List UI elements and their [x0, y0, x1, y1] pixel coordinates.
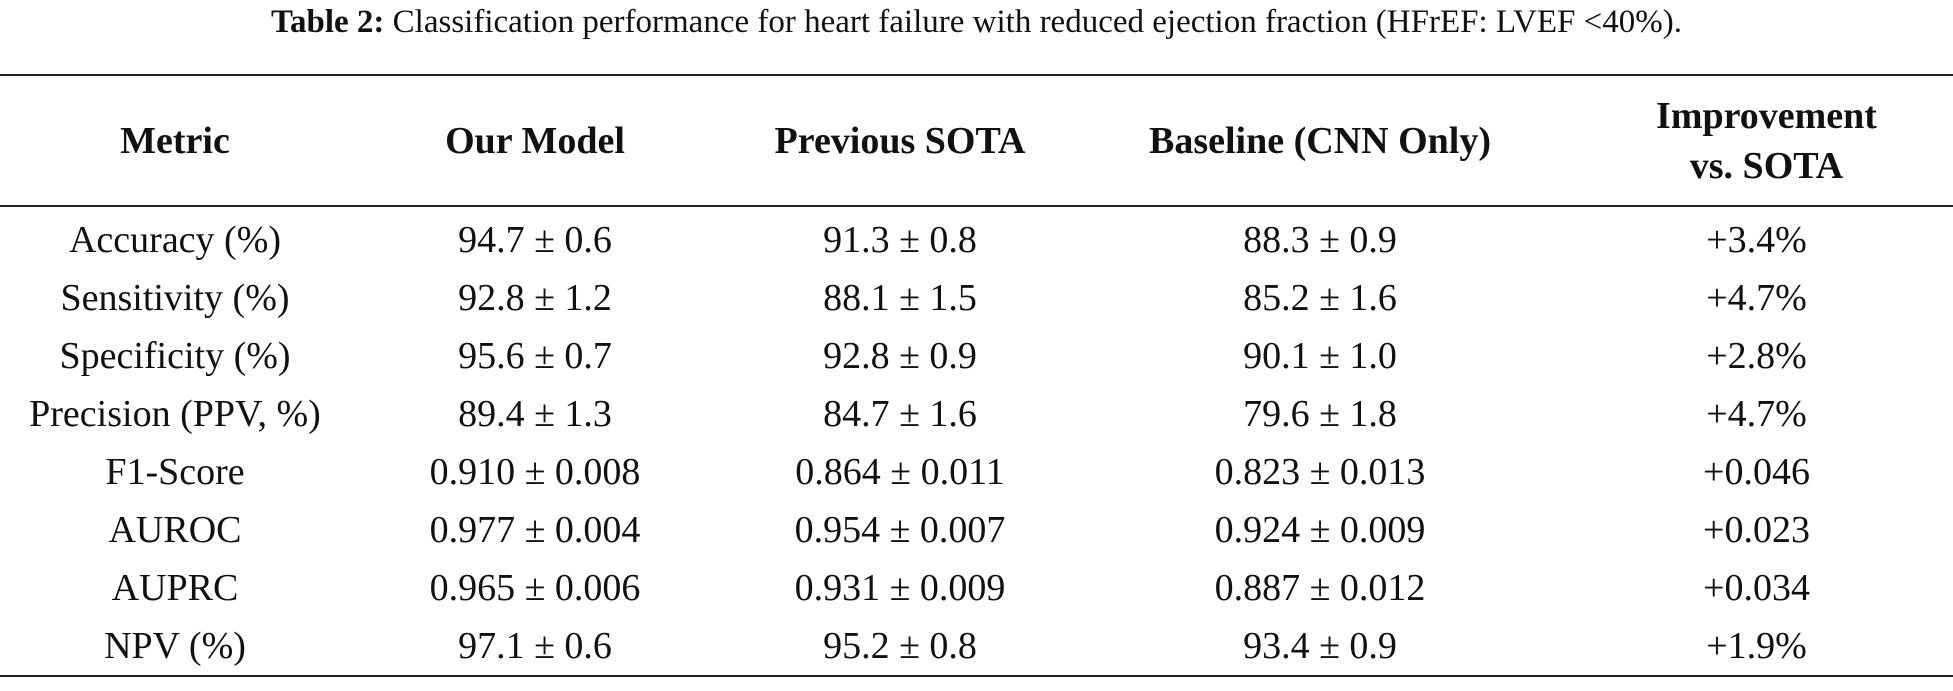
cell-previous-sota: 95.2 ± 0.8 [720, 617, 1080, 677]
cell-our-model: 97.1 ± 0.6 [350, 617, 720, 677]
table-body: Accuracy (%) 94.7 ± 0.6 91.3 ± 0.8 88.3 ± 0… [0, 206, 1953, 677]
header-row: Metric Our Model Previous SOTA Baseline … [0, 74, 1953, 207]
cell-baseline: 0.823 ± 0.013 [1214, 451, 1426, 493]
cell-baseline: 0.887 ± 0.012 [1214, 567, 1426, 609]
header-our-model: Our Model [350, 74, 720, 207]
cell-baseline: 85.2 ± 1.6 [1243, 277, 1397, 319]
cell-metric: NPV (%) [0, 617, 350, 677]
cell-previous-sota: 0.931 ± 0.009 [794, 567, 1006, 609]
table-caption-text: Classification performance for heart fai… [392, 4, 1682, 40]
cell-baseline: 79.6 ± 1.8 [1243, 393, 1397, 435]
cell-previous-sota: 91.3 ± 0.8 [823, 219, 977, 261]
cell-metric: AUROC [108, 509, 242, 551]
table-row: AUROC 0.977 ± 0.004 0.954 ± 0.007 0.924 ± 0… [0, 501, 1953, 559]
cell-previous-sota: 0.954 ± 0.007 [794, 509, 1006, 551]
table-row: AUPRC 0.965 ± 0.006 0.931 ± 0.009 0.887 ± 0… [0, 559, 1953, 617]
cell-our-model: 0.977 ± 0.004 [429, 509, 641, 551]
cell-previous-sota: 92.8 ± 0.9 [823, 335, 977, 377]
header-baseline-text: Baseline (CNN Only) [1149, 119, 1491, 162]
cell-improvement: +0.023 [1703, 509, 1810, 551]
table-row: NPV (%) 97.1 ± 0.6 95.2 ± 0.8 93.4 ± 0.9 +1.… [0, 617, 1953, 677]
cell-baseline: 88.3 ± 0.9 [1243, 219, 1397, 261]
header-improvement-line2: vs. SOTA [1689, 144, 1844, 187]
cell-our-model: 92.8 ± 1.2 [458, 277, 612, 319]
cell-improvement: +1.9% [1560, 617, 1953, 677]
table-caption-label: Table 2: [271, 4, 385, 40]
table-row: Accuracy (%) 94.7 ± 0.6 91.3 ± 0.8 88.3 ± 0… [0, 206, 1953, 269]
header-baseline: Baseline (CNN Only) [1080, 74, 1560, 207]
cell-previous-sota: 88.1 ± 1.5 [823, 277, 977, 319]
cell-our-model: 0.910 ± 0.008 [429, 451, 641, 493]
table-row: Sensitivity (%) 92.8 ± 1.2 88.1 ± 1.5 85.2 … [0, 269, 1953, 327]
cell-our-model: 0.965 ± 0.006 [429, 567, 641, 609]
cell-improvement: +4.7% [1706, 277, 1807, 319]
cell-metric: AUPRC [111, 567, 239, 609]
cell-metric: Accuracy (%) [68, 219, 282, 261]
table-header: Metric Our Model Previous SOTA Baseline … [0, 74, 1953, 207]
cell-metric: Specificity (%) [59, 335, 291, 377]
header-improvement: Improvement vs. SOTA [1560, 74, 1953, 207]
header-previous-sota: Previous SOTA [720, 74, 1080, 207]
table-row: Precision (PPV, %) 89.4 ± 1.3 84.7 ± 1.6 79… [0, 385, 1953, 443]
cell-metric: Sensitivity (%) [60, 277, 290, 319]
cell-baseline: 90.1 ± 1.0 [1243, 335, 1397, 377]
cell-previous-sota: 84.7 ± 1.6 [823, 393, 977, 435]
cell-our-model: 94.7 ± 0.6 [458, 219, 612, 261]
table-caption: Table 2: Classification performance for … [0, 0, 1953, 50]
cell-baseline: 93.4 ± 0.9 [1080, 617, 1560, 677]
cell-metric: Precision (PPV, %) [29, 393, 321, 435]
cell-improvement: +3.4% [1706, 219, 1807, 261]
cell-improvement: +2.8% [1706, 335, 1807, 377]
cell-improvement: +4.7% [1706, 393, 1807, 435]
cell-our-model: 95.6 ± 0.7 [458, 335, 612, 377]
header-metric: Metric [0, 74, 350, 207]
cell-our-model: 89.4 ± 1.3 [458, 393, 612, 435]
cell-improvement: +0.034 [1703, 567, 1810, 609]
header-improvement-line1: Improvement [1656, 94, 1877, 137]
header-previous-sota-text: Previous SOTA [774, 119, 1026, 162]
cell-previous-sota: 0.864 ± 0.011 [795, 451, 1005, 493]
cell-baseline: 0.924 ± 0.009 [1214, 509, 1426, 551]
cell-metric: F1-Score [105, 451, 245, 493]
table-row: Specificity (%) 95.6 ± 0.7 92.8 ± 0.9 90.1 … [0, 327, 1953, 385]
header-metric-text: Metric [120, 119, 230, 162]
cell-improvement: +0.046 [1703, 451, 1810, 493]
header-our-model-text: Our Model [445, 119, 625, 162]
results-table: Metric Our Model Previous SOTA Baseline … [0, 74, 1953, 677]
table-row: F1-Score 0.910 ± 0.008 0.864 ± 0.011 0.823 … [0, 443, 1953, 501]
